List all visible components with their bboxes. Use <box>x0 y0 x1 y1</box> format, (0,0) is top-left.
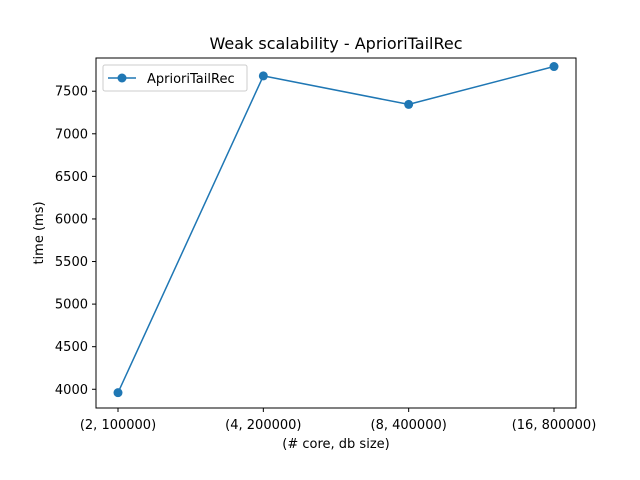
data-point <box>258 71 268 81</box>
x-tick-label: (2, 100000) <box>80 418 156 433</box>
data-point <box>404 99 414 109</box>
y-tick-label: 4000 <box>55 383 88 398</box>
x-axis-label: (# core, db size) <box>282 437 389 452</box>
x-tick-label: (4, 200000) <box>225 418 301 433</box>
x-tick-label: (16, 800000) <box>512 418 597 433</box>
legend-marker-swatch <box>117 73 127 83</box>
y-tick-label: 5000 <box>55 298 88 313</box>
y-tick-label: 7500 <box>55 85 88 100</box>
series-line <box>117 65 555 393</box>
legend: AprioriTailRec <box>102 64 248 92</box>
legend-entry-label: AprioriTailRec <box>147 72 235 87</box>
plot-area <box>95 57 577 409</box>
y-axis-label: time (ms) <box>32 201 47 264</box>
y-axis: 4000 4500 5000 5500 6000 6500 7000 7500 <box>55 85 96 398</box>
legend-box <box>102 64 248 92</box>
y-tick-label: 6000 <box>55 212 88 227</box>
y-tick-label: 6500 <box>55 170 88 185</box>
series-layer <box>113 62 559 398</box>
chart-title: Weak scalability - AprioriTailRec <box>209 34 462 53</box>
x-axis: (2, 100000) (4, 200000) (8, 400000) (16, 80… <box>80 408 596 433</box>
y-tick-label: 4500 <box>55 340 88 355</box>
y-tick-label: 5500 <box>55 255 88 270</box>
y-tick-label: 7000 <box>55 127 88 142</box>
data-point <box>549 62 559 72</box>
x-tick-label: (8, 400000) <box>371 418 447 433</box>
data-point <box>113 388 123 398</box>
